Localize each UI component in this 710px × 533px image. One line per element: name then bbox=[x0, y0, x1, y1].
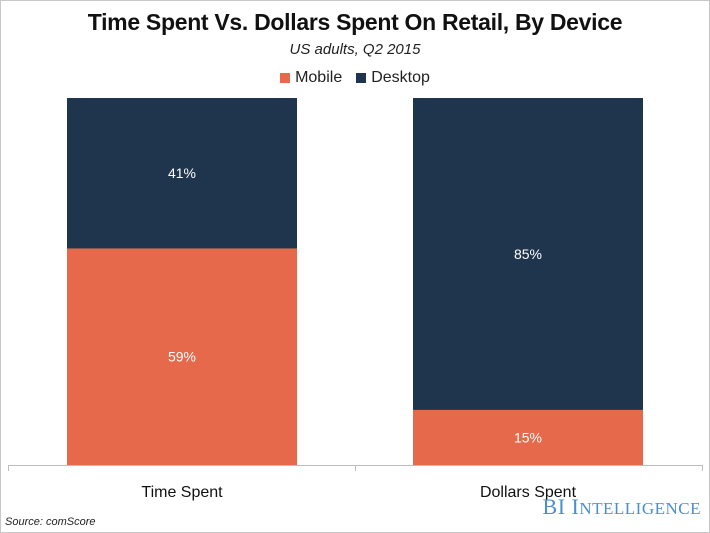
data-label-desktop-2: 85% bbox=[514, 246, 542, 262]
data-label-mobile-1: 59% bbox=[168, 349, 196, 365]
data-label-desktop-1: 41% bbox=[168, 165, 196, 181]
legend-label-desktop: Desktop bbox=[371, 69, 430, 86]
bar-desktop-2 bbox=[413, 98, 643, 410]
legend: Mobile Desktop bbox=[1, 69, 709, 87]
legend-item-mobile: Mobile bbox=[280, 69, 342, 87]
bar-desktop-1 bbox=[67, 98, 297, 249]
source-note: Source: comScore bbox=[5, 516, 96, 528]
chart-subtitle: US adults, Q2 2015 bbox=[289, 41, 421, 58]
legend-swatch-desktop bbox=[356, 73, 367, 83]
bar-mobile-2 bbox=[413, 409, 643, 465]
category-label-2: Dollars Spent bbox=[480, 484, 577, 501]
category-label-1: Time Spent bbox=[141, 484, 223, 501]
bar-mobile-1 bbox=[67, 248, 297, 465]
data-label-mobile-2: 15% bbox=[514, 429, 542, 445]
legend-item-desktop: Desktop bbox=[356, 69, 430, 87]
legend-swatch-mobile bbox=[280, 73, 291, 83]
bi-intelligence-logo: BI INTELLIGENCE bbox=[542, 494, 701, 519]
legend-label-mobile: Mobile bbox=[295, 69, 343, 86]
chart-title: Time Spent Vs. Dollars Spent On Retail, … bbox=[87, 9, 623, 35]
